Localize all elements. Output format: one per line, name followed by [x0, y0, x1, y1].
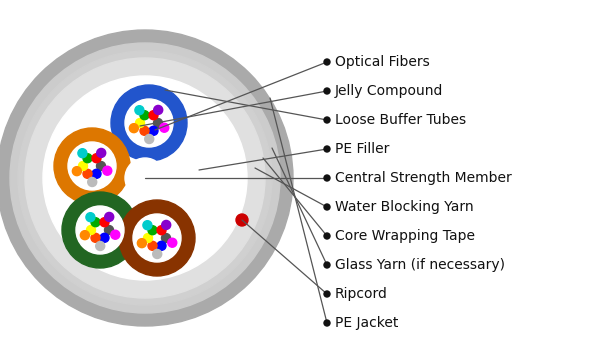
Circle shape — [173, 144, 225, 196]
Circle shape — [72, 167, 82, 176]
Circle shape — [161, 194, 213, 246]
Circle shape — [144, 119, 153, 127]
Circle shape — [18, 51, 272, 305]
Circle shape — [135, 119, 144, 127]
Circle shape — [154, 105, 162, 115]
Circle shape — [324, 146, 330, 152]
Text: Loose Buffer Tubes: Loose Buffer Tubes — [335, 113, 466, 127]
Circle shape — [86, 226, 95, 235]
Text: Glass Yarn (if necessary): Glass Yarn (if necessary) — [335, 258, 505, 272]
Text: Core Wrapping Tape: Core Wrapping Tape — [335, 229, 475, 243]
Circle shape — [100, 233, 109, 242]
Circle shape — [148, 241, 157, 250]
Circle shape — [153, 250, 162, 258]
Circle shape — [324, 320, 330, 326]
Circle shape — [144, 233, 152, 242]
Circle shape — [68, 142, 116, 190]
Circle shape — [236, 214, 248, 226]
Circle shape — [0, 30, 293, 326]
Text: Optical Fibers: Optical Fibers — [335, 55, 430, 69]
Circle shape — [62, 192, 138, 268]
Circle shape — [88, 177, 97, 186]
Text: Central Strength Member: Central Strength Member — [335, 171, 512, 185]
Circle shape — [324, 262, 330, 268]
Circle shape — [92, 169, 101, 178]
Circle shape — [111, 230, 120, 239]
Circle shape — [137, 239, 146, 248]
Text: Jelly Compound: Jelly Compound — [335, 84, 443, 98]
Circle shape — [324, 291, 330, 297]
Circle shape — [54, 128, 130, 204]
Circle shape — [140, 126, 149, 135]
Circle shape — [324, 233, 330, 239]
Circle shape — [92, 154, 101, 163]
Circle shape — [86, 213, 95, 222]
Circle shape — [148, 226, 157, 235]
Circle shape — [140, 111, 149, 120]
Circle shape — [111, 85, 187, 161]
Circle shape — [168, 238, 177, 247]
Circle shape — [324, 117, 330, 123]
Circle shape — [95, 226, 104, 235]
Circle shape — [324, 175, 330, 181]
Circle shape — [153, 119, 162, 127]
Circle shape — [95, 241, 104, 251]
Circle shape — [25, 58, 265, 298]
Circle shape — [91, 218, 100, 227]
Circle shape — [324, 204, 330, 210]
Circle shape — [162, 220, 171, 230]
Circle shape — [152, 233, 161, 242]
Circle shape — [97, 149, 106, 157]
Circle shape — [43, 76, 247, 280]
Circle shape — [161, 233, 170, 242]
Circle shape — [133, 214, 181, 262]
Circle shape — [324, 59, 330, 65]
Circle shape — [143, 221, 152, 230]
Circle shape — [104, 212, 114, 221]
Circle shape — [324, 88, 330, 94]
Circle shape — [83, 154, 92, 163]
Text: Water Blocking Yarn: Water Blocking Yarn — [335, 200, 474, 214]
Circle shape — [88, 161, 97, 171]
Circle shape — [83, 169, 92, 178]
Circle shape — [129, 124, 138, 133]
Circle shape — [157, 241, 166, 250]
Text: PE Jacket: PE Jacket — [335, 316, 399, 330]
Circle shape — [119, 200, 195, 276]
Circle shape — [78, 149, 87, 158]
Text: Ripcord: Ripcord — [335, 287, 388, 301]
Circle shape — [160, 123, 169, 132]
Circle shape — [157, 226, 166, 235]
Circle shape — [149, 111, 158, 120]
Circle shape — [135, 106, 144, 115]
Circle shape — [80, 231, 89, 240]
Circle shape — [91, 233, 100, 242]
Circle shape — [97, 161, 106, 171]
Text: PE Filler: PE Filler — [335, 142, 390, 156]
Circle shape — [10, 43, 280, 313]
Circle shape — [76, 206, 124, 254]
Circle shape — [149, 126, 158, 135]
Circle shape — [104, 226, 114, 235]
Circle shape — [145, 135, 154, 144]
Circle shape — [79, 161, 88, 171]
Circle shape — [103, 166, 112, 175]
Circle shape — [100, 218, 109, 227]
Circle shape — [125, 99, 173, 147]
Circle shape — [125, 158, 165, 198]
